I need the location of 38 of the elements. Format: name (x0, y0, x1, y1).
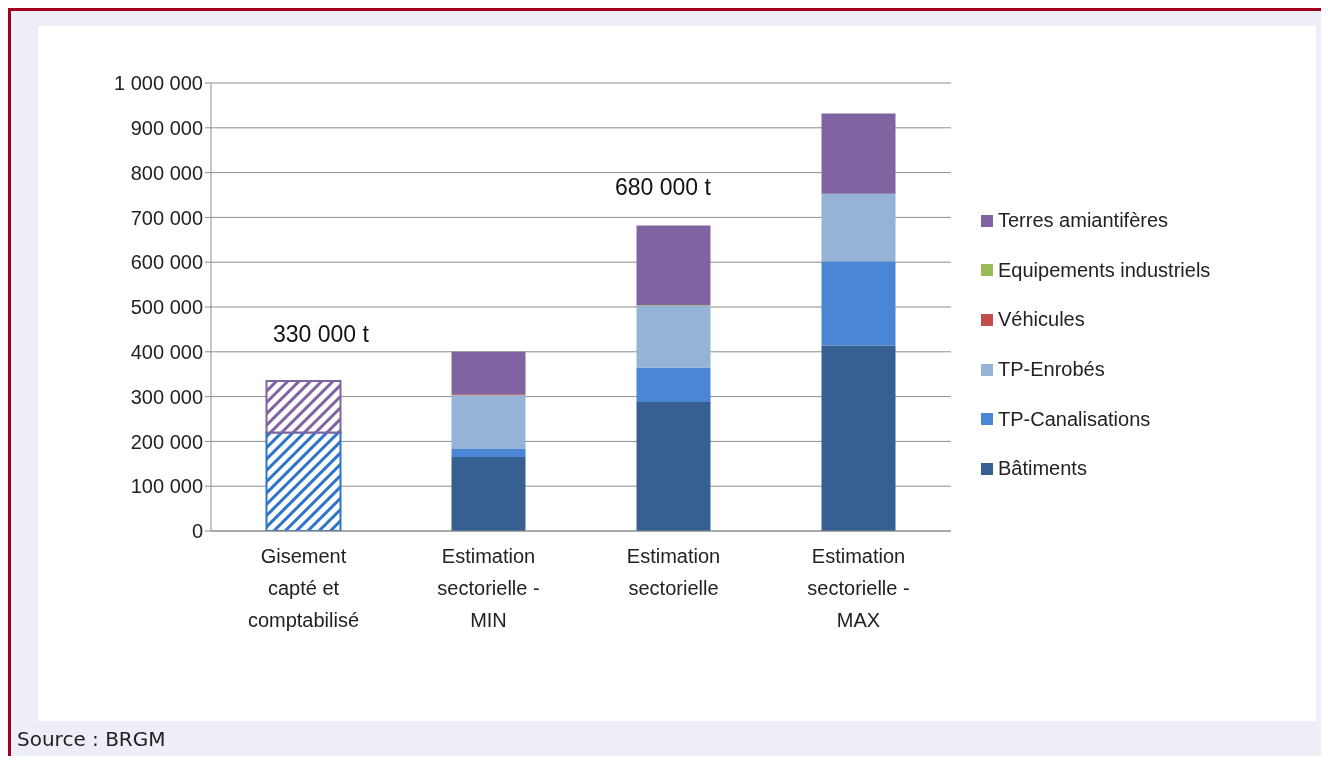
y-tick-label: 700 000 (130, 206, 203, 229)
x-tick-label: Estimation sectorielle (626, 545, 721, 599)
legend-label: Terres amiantifères (998, 209, 1169, 233)
bar (265, 431, 342, 531)
x-tick-label: Estimation sectorielle - MIN (437, 545, 540, 631)
y-tick-label: 800 000 (130, 161, 203, 184)
bar (821, 345, 896, 531)
legend-label: Equipements industriels (998, 258, 1211, 282)
legend-label: TP-Canalisations (998, 407, 1151, 431)
legend-label: Véhicules (998, 308, 1085, 332)
bar (636, 367, 711, 402)
bar (451, 351, 526, 395)
bar (636, 306, 711, 368)
source-note: Source : BRGM (17, 727, 166, 751)
x-tick-label: Gisement capté et comptabilisé (247, 545, 360, 631)
y-tick-label: 1 000 000 (114, 72, 203, 95)
bar (451, 449, 526, 458)
bar (451, 395, 526, 450)
y-tick-label: 900 000 (130, 116, 203, 139)
y-tick-label: 100 000 (130, 475, 203, 498)
bar (265, 379, 342, 434)
y-tick-label: 300 000 (130, 385, 203, 408)
bar (636, 401, 711, 531)
bar (821, 261, 896, 346)
annotation: 680 000 t (615, 174, 711, 201)
x-tick-label: Estimation sectorielle - MAX (807, 545, 910, 631)
bar (821, 193, 896, 262)
legend-label: Bâtiments (998, 457, 1087, 481)
legend-label: TP-Enrobés (998, 358, 1105, 382)
bar (821, 113, 896, 194)
y-tick-label: 400 000 (130, 340, 203, 363)
y-tick-label: 0 (191, 520, 203, 543)
y-tick-label: 600 000 (130, 251, 203, 274)
bar (451, 457, 526, 531)
annotation: 330 000 t (273, 321, 369, 348)
y-tick-label: 200 000 (130, 430, 203, 453)
y-tick-label: 500 000 (130, 296, 203, 319)
bar (636, 225, 711, 306)
